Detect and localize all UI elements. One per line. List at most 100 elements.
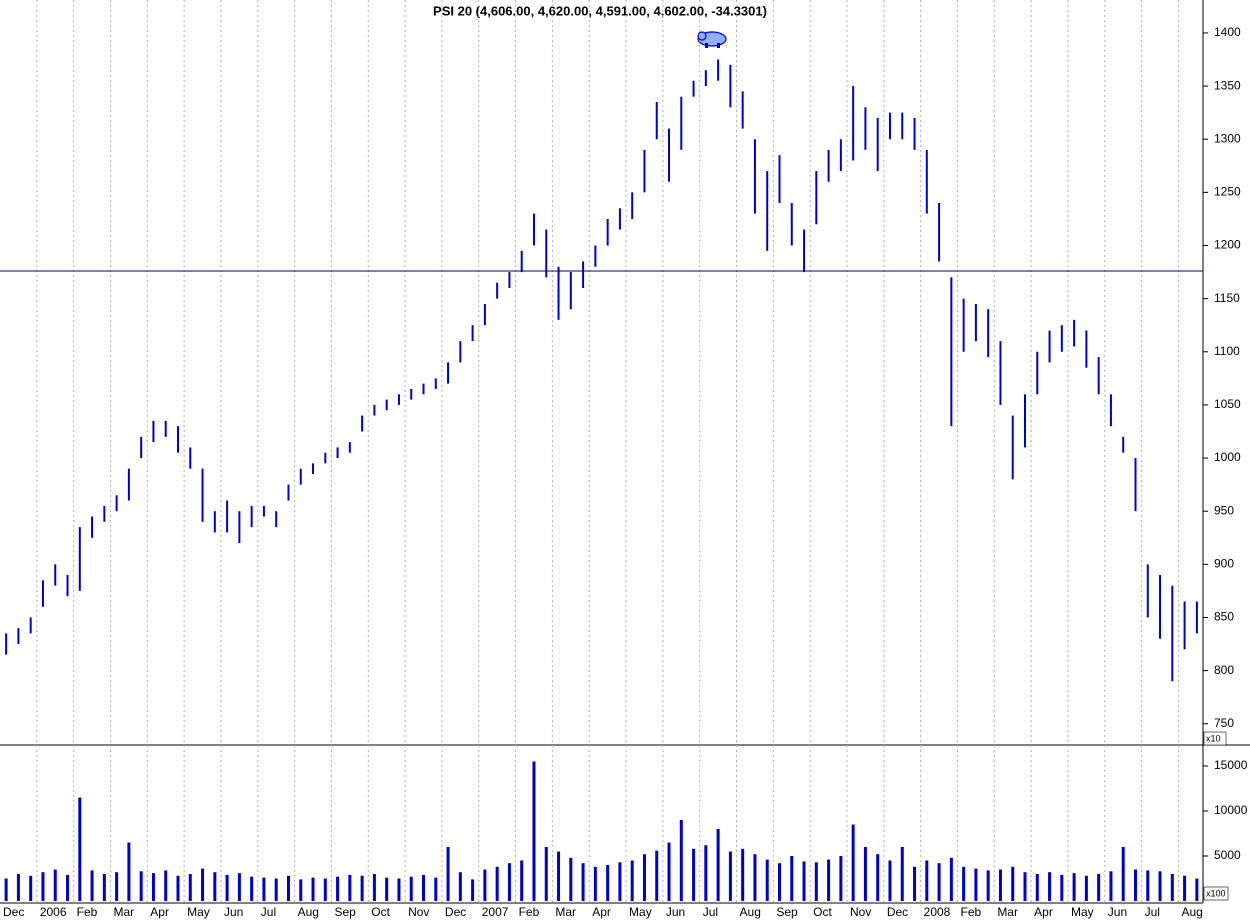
y-tick-label: 800 [1214,663,1234,677]
volume-bar [311,877,315,901]
volume-bar [1097,874,1101,901]
x-tick-label: Mar [555,905,576,919]
volume-bar [29,875,33,901]
y-tick-label: 1100 [1214,344,1240,358]
y-tick-label: 1050 [1214,397,1241,411]
volume-bar [962,866,966,901]
volume-bar [250,876,254,901]
x-tick-label: Feb [77,905,98,919]
x-tick-label: Jun [666,905,685,919]
volume-bar [937,863,941,901]
x-tick-label: Jul [1145,905,1160,919]
volume-bar [1158,871,1162,901]
x-tick-label: Feb [519,905,540,919]
volume-bar [704,845,708,901]
x-tick-label: Apr [1034,905,1053,919]
x-tick-label: Jun [1108,905,1127,919]
volume-bar [1121,847,1125,901]
volume-bar [397,878,401,901]
volume-bar [201,868,205,901]
volume-bar [1183,875,1187,901]
volume-bar [618,862,622,901]
volume-bar [115,872,119,901]
volume-bar [900,847,904,901]
volume-bar [348,874,352,901]
volume-bar [998,869,1002,901]
volume-bar [225,874,229,901]
volume-bar [851,824,855,901]
volume-bar [127,842,131,901]
volume-bar [41,872,45,901]
x-tick-label: Nov [408,905,429,919]
volume-bar [741,848,745,901]
volume-bar [446,847,450,901]
volume-bar [1011,866,1015,901]
volume-bar [1060,874,1064,901]
volume-bar [237,873,241,901]
volume-bar [728,851,732,901]
volume-bar [458,872,462,901]
x-tick-label: Jun [224,905,243,919]
x-tick-label: Mar [113,905,134,919]
volume-bar [753,854,757,901]
volume-bar [102,874,106,901]
volume-bar [66,874,70,901]
x-tick-label: Aug [740,905,761,919]
y-tick-label: 750 [1214,716,1234,730]
volume-bar [520,860,524,901]
volume-bar [569,857,573,901]
x-tick-label: 2006 [40,905,67,919]
volume-bar [1048,872,1052,901]
volume-bar [716,829,720,901]
volume-bar [1195,878,1199,901]
volume-bar [814,862,818,901]
volume-bar [1084,875,1088,901]
volume-bar [336,876,340,901]
volume-bar [532,761,536,901]
volume-bar [557,851,561,901]
y-tick-label: 5000 [1214,848,1241,862]
x-tick-label: Oct [371,905,390,919]
volume-bar [606,865,610,901]
x-tick-label: Apr [150,905,169,919]
x-tick-label: Oct [813,905,832,919]
volume-bar [1146,870,1150,901]
y-tick-label: 1350 [1214,78,1241,92]
volume-bar [213,872,217,901]
volume-bar [188,874,192,901]
volume-bar [802,861,806,901]
x-tick-label: Feb [960,905,981,919]
x-tick-label: Apr [592,905,611,919]
x-tick-label: Dec [887,905,908,919]
y-tick-label: 950 [1214,503,1234,517]
x-tick-label: Jul [261,905,276,919]
volume-bar [949,857,953,901]
y-tick-label: 850 [1214,610,1234,624]
volume-bar [507,863,511,901]
x-tick-label: May [629,905,652,919]
volume-bar [360,875,364,901]
volume-bar [139,871,143,901]
volume-bar [1023,872,1027,901]
volume-bar [913,866,917,901]
volume-bar [692,848,696,901]
y-tick-label: 1150 [1214,291,1240,305]
volume-bar [78,797,82,901]
volume-bar [176,875,180,901]
volume-bar [863,847,867,901]
volume-bar [90,870,94,901]
volume-bar [286,875,290,901]
volume-bar [409,876,413,901]
volume-bar [655,850,659,901]
volume-bar [385,877,389,901]
volume-bar [372,874,376,901]
volume-bar [593,866,597,901]
volume-bar [925,860,929,901]
volume-bar [827,859,831,901]
volume-bar [888,860,892,901]
volume-bar [422,874,426,901]
y-tick-label: 10000 [1214,803,1248,817]
